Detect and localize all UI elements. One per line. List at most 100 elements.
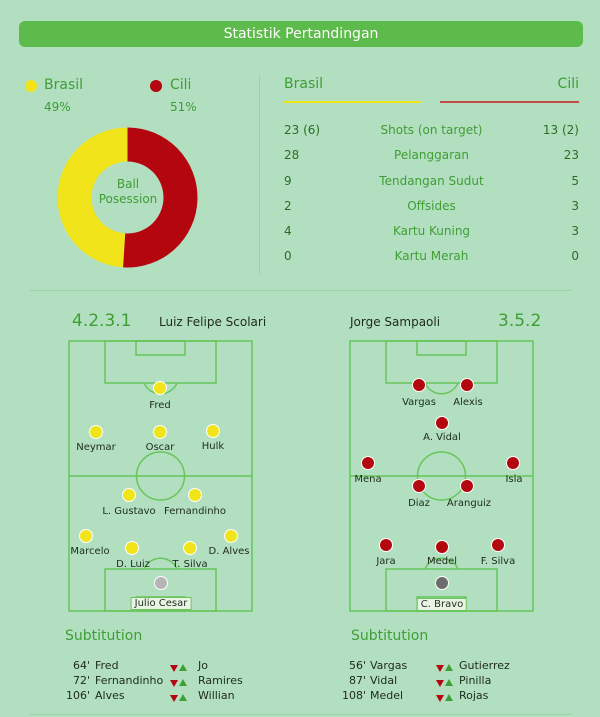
player-name: D. Luiz — [116, 559, 150, 570]
player-marker-d-luiz[interactable] — [125, 541, 139, 555]
sub-in: Willian — [198, 689, 235, 702]
sub-out-icon — [170, 662, 178, 675]
page-title: Statistik Pertandingan — [19, 21, 583, 47]
player-name: D. Alves — [208, 546, 250, 557]
possession-percent-brasil: 49% — [44, 100, 71, 114]
stat-left-value: 9 — [284, 174, 292, 188]
player-marker-aranguiz[interactable] — [460, 479, 474, 493]
sub-out: Fred — [95, 659, 119, 672]
formation-cili: 3.5.2 — [498, 311, 542, 331]
bottom-divider — [30, 714, 572, 715]
player-name: Fernandinho — [163, 506, 227, 517]
stats-bar-brasil — [284, 101, 422, 103]
player-name: Medel — [426, 556, 458, 567]
player-marker-fernandinho[interactable] — [188, 488, 202, 502]
donut-center — [91, 161, 164, 234]
player-name: Aranguiz — [446, 498, 492, 509]
pitch-brasil — [68, 340, 253, 612]
stat-row: 28 Pelanggaran 23 — [284, 148, 579, 168]
stat-label: Tendangan Sudut — [379, 174, 484, 188]
player-name: A. Vidal — [423, 432, 461, 443]
stat-right-value: 3 — [571, 224, 579, 238]
stat-row: 4 Kartu Kuning 3 — [284, 224, 579, 244]
stat-right-value: 13 (2) — [542, 123, 579, 137]
stat-label: Shots (on target) — [380, 123, 483, 137]
possession-team-brasil: Brasil — [44, 77, 84, 93]
player-marker-hulk[interactable] — [206, 424, 220, 438]
sub-out-icon — [436, 662, 444, 675]
stat-label: Kartu Kuning — [392, 224, 471, 238]
stats-team-right: Cili — [557, 76, 579, 92]
stat-row: 9 Tendangan Sudut 5 — [284, 174, 579, 194]
section-divider — [30, 290, 572, 291]
possession-team-cili: Cili — [170, 77, 192, 93]
player-name: Hulk — [201, 441, 225, 452]
sub-minute: 87' — [348, 674, 366, 687]
goalkeeper-name: C. Bravo — [416, 598, 468, 611]
player-marker-fred[interactable] — [153, 381, 167, 395]
donut-center-label: Ball Posession — [92, 177, 164, 207]
sub-in: Jo — [198, 659, 208, 672]
sub-minute: 72' — [72, 674, 90, 687]
coach-brasil: Luiz Felipe Scolari — [159, 315, 267, 329]
sub-minute: 64' — [72, 659, 90, 672]
stat-row: 2 Offsides 3 — [284, 199, 579, 219]
player-marker-julio-cesar[interactable] — [154, 576, 168, 590]
player-marker-marcelo[interactable] — [79, 529, 93, 543]
player-name: L. Gustavo — [102, 506, 156, 517]
player-name: T. Silva — [172, 559, 208, 570]
player-marker-c-bravo[interactable] — [435, 576, 449, 590]
sub-in-icon — [179, 661, 187, 674]
stat-row: 23 (6) Shots (on target) 13 (2) — [284, 123, 579, 143]
sub-in-icon — [445, 691, 453, 704]
stats-bar-cili — [440, 101, 579, 103]
sub-in: Gutierrez — [459, 659, 510, 672]
player-marker-neymar[interactable] — [89, 425, 103, 439]
player-marker-a-vidal[interactable] — [435, 416, 449, 430]
stat-label: Pelanggaran — [394, 148, 469, 162]
player-marker-t-silva[interactable] — [183, 541, 197, 555]
pitch-lines-brasil — [68, 340, 253, 612]
player-marker-jara[interactable] — [379, 538, 393, 552]
sub-in-icon — [445, 661, 453, 674]
player-name: Vargas — [402, 397, 436, 408]
sub-in-icon — [445, 676, 453, 689]
sub-in-icon — [179, 691, 187, 704]
substitution-title-brasil: Subtitution — [65, 628, 143, 644]
player-name: Diaz — [408, 498, 430, 509]
sub-out-icon — [436, 692, 444, 705]
sub-in: Pinilla — [459, 674, 492, 687]
player-marker-mena[interactable] — [361, 456, 375, 470]
stat-label: Kartu Merah — [394, 249, 469, 263]
player-marker-medel[interactable] — [435, 540, 449, 554]
sub-out: Vargas — [370, 659, 408, 672]
player-marker-diaz[interactable] — [412, 479, 426, 493]
substitution-row: 72' Fernandinho Ramires — [60, 674, 250, 688]
stat-right-value: 3 — [571, 199, 579, 213]
player-name: Isla — [505, 474, 523, 485]
sub-in: Rojas — [459, 689, 489, 702]
coach-cili: Jorge Sampaoli — [350, 315, 441, 329]
stat-left-value: 23 (6) — [284, 123, 321, 137]
player-marker-oscar[interactable] — [153, 425, 167, 439]
player-name: Marcelo — [70, 546, 110, 557]
player-marker-isla[interactable] — [506, 456, 520, 470]
stat-right-value: 0 — [571, 249, 579, 263]
player-marker-d-alves[interactable] — [224, 529, 238, 543]
player-marker-vargas[interactable] — [412, 378, 426, 392]
stat-right-value: 5 — [571, 174, 579, 188]
substitution-row: 64' Fred Jo — [60, 659, 250, 673]
player-name: Jara — [376, 556, 396, 567]
player-marker-f-silva[interactable] — [491, 538, 505, 552]
stat-right-value: 23 — [563, 148, 579, 162]
brasil-color-dot — [25, 80, 37, 92]
sub-out: Medel — [370, 689, 404, 702]
stat-row: 0 Kartu Merah 0 — [284, 249, 579, 269]
goalkeeper-name: Julio Cesar — [130, 597, 192, 610]
sub-minute: 56' — [348, 659, 366, 672]
possession-donut-chart — [57, 127, 198, 268]
donut-label-line2: Posession — [98, 192, 158, 206]
sub-out-icon — [436, 677, 444, 690]
player-marker-alexis[interactable] — [460, 378, 474, 392]
player-marker-l-gustavo[interactable] — [122, 488, 136, 502]
